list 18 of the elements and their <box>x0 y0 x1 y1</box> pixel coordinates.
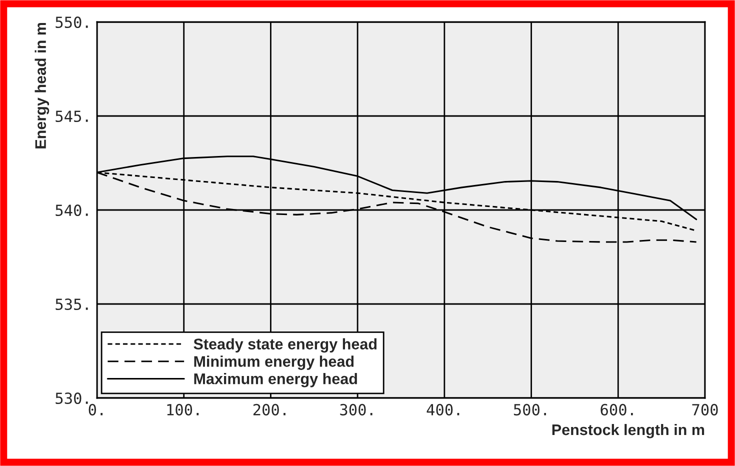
y-tick-label: 540. <box>56 204 88 216</box>
x-axis-title: Penstock length in m <box>552 424 704 438</box>
y-tick-label: 550. <box>56 16 88 28</box>
x-tick-label: 400. <box>426 404 460 416</box>
x-tick-label: 0. <box>88 404 103 416</box>
legend-label: Steady state energy head <box>194 338 376 353</box>
x-tick-label: 100. <box>167 404 199 416</box>
x-tick-label: 700 <box>692 404 718 416</box>
x-tick-label: 600. <box>600 404 633 416</box>
x-tick-label: 300. <box>340 404 372 416</box>
y-tick-label: 535. <box>56 298 88 310</box>
y-axis-title: Energy head in m <box>34 22 50 148</box>
y-tick-label: 545. <box>56 110 88 122</box>
legend-label: Maximum energy head <box>194 372 357 388</box>
y-tick-label: 530. <box>56 392 88 404</box>
legend-label: Minimum energy head <box>194 356 354 370</box>
x-tick-label: 500. <box>514 404 546 416</box>
x-tick-label: 200. <box>253 404 286 416</box>
